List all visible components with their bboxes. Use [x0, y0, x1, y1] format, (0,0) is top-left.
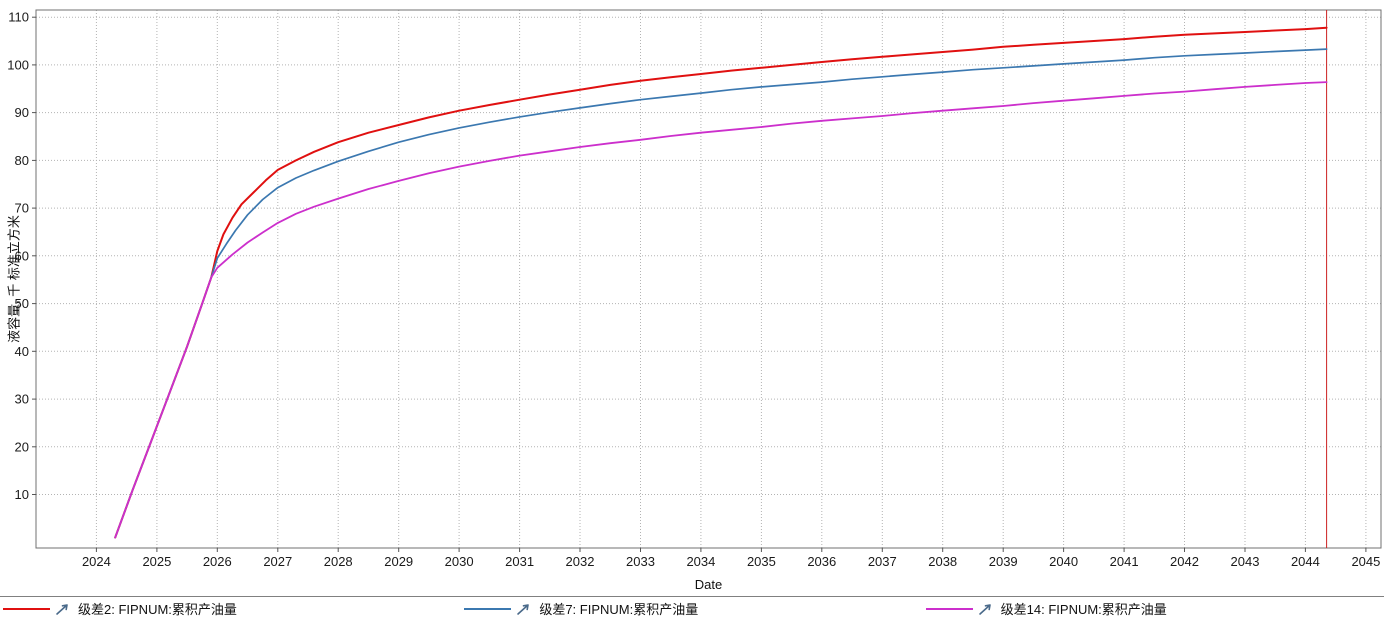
y-tick-label: 100 — [7, 57, 29, 72]
x-tick-label: 2042 — [1170, 554, 1199, 569]
x-tick-label: 2043 — [1231, 554, 1260, 569]
arrow-up-right-icon — [517, 603, 530, 615]
legend-label-series3: 级差14: FIPNUM:累积产油量 — [1000, 602, 1167, 617]
y-tick-label: 90 — [15, 105, 29, 120]
series-line-2[interactable] — [114, 48, 1328, 539]
y-tick-label: 80 — [15, 153, 29, 168]
x-tick-label: 2037 — [868, 554, 897, 569]
legend-item-series3[interactable]: 级差14: FIPNUM:累积产油量 — [923, 599, 1384, 618]
y-tick-label: 10 — [15, 487, 29, 502]
legend-label-series2: 级差7: FIPNUM:累积产油量 — [539, 602, 699, 617]
legend: 级差2: FIPNUM:累积产油量 级差7: FIPNUM:累积产油量 级差14… — [0, 596, 1384, 620]
x-tick-label: 2032 — [566, 554, 595, 569]
legend-item-series1[interactable]: 级差2: FIPNUM:累积产油量 — [0, 599, 461, 618]
legend-item-series2[interactable]: 级差7: FIPNUM:累积产油量 — [461, 599, 922, 618]
x-tick-label: 2041 — [1110, 554, 1139, 569]
x-tick-label: 2036 — [807, 554, 836, 569]
axis-tick-labels: 2024 2025 2026 2027 2028 2029 2030 2031 2032 2033… — [7, 10, 1380, 569]
legend-line-sample — [3, 603, 68, 615]
x-tick-label: 2033 — [626, 554, 655, 569]
gridlines — [36, 10, 1381, 548]
x-tick-label: 2028 — [324, 554, 353, 569]
axis-ticks — [32, 16, 1367, 552]
x-tick-label: 2027 — [263, 554, 292, 569]
x-axis-label: Date — [694, 577, 723, 592]
y-tick-label: 60 — [15, 248, 29, 263]
x-tick-label: 2038 — [928, 554, 957, 569]
arrow-up-right-icon — [56, 603, 68, 615]
y-tick-label: 50 — [15, 296, 29, 311]
x-tick-label: 2035 — [747, 554, 776, 569]
x-tick-label: 2039 — [989, 554, 1018, 569]
arrow-up-right-icon — [978, 603, 991, 615]
legend-label-series1: 级差2: FIPNUM:累积产油量 — [78, 602, 237, 617]
chart-canvas: 2024 2025 2026 2027 2028 2029 2030 2031 2032 2033… — [7, 9, 1382, 569]
y-tick-label: 70 — [15, 201, 29, 216]
series-line-3[interactable] — [114, 81, 1328, 539]
x-tick-label: 2040 — [1049, 554, 1078, 569]
y-axis-label: 液容量, 千 标准立方米 — [6, 215, 22, 343]
y-tick-label: 30 — [15, 392, 29, 407]
x-tick-label: 2025 — [142, 554, 171, 569]
x-tick-label: 2045 — [1351, 554, 1380, 569]
series-line-1[interactable] — [114, 26, 1328, 539]
plot-border — [35, 9, 1382, 549]
y-tick-label: 110 — [8, 10, 29, 25]
x-tick-label: 2026 — [203, 554, 232, 569]
legend-line-sample — [925, 603, 991, 615]
x-tick-label: 2034 — [686, 554, 715, 569]
x-tick-label: 2024 — [82, 554, 111, 569]
x-tick-label: 2044 — [1291, 554, 1320, 569]
x-tick-label: 2029 — [384, 554, 413, 569]
y-tick-label: 20 — [15, 439, 29, 454]
x-tick-label: 2030 — [445, 554, 474, 569]
y-tick-label: 40 — [15, 344, 29, 359]
legend-line-sample — [464, 603, 530, 615]
x-tick-label: 2031 — [505, 554, 534, 569]
